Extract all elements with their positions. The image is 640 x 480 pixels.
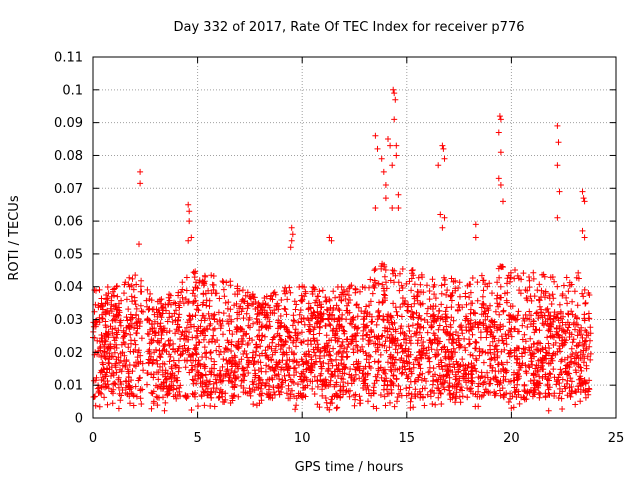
y-tick-label: 0.09 — [54, 116, 83, 131]
y-tick-label: 0.11 — [54, 51, 83, 66]
data-points — [90, 86, 594, 414]
y-tick-label: 0.08 — [54, 149, 83, 164]
y-tick-label: 0.04 — [54, 280, 83, 295]
y-tick-label: 0.06 — [54, 215, 83, 230]
y-axis-label: ROTI / TECUs — [7, 195, 22, 280]
y-tick-label: 0.05 — [54, 247, 83, 262]
x-tick-label: 0 — [89, 431, 97, 446]
chart-title: Day 332 of 2017, Rate Of TEC Index for r… — [174, 20, 525, 35]
y-tick-label: 0.03 — [54, 313, 83, 328]
x-axis-label: GPS time / hours — [295, 460, 404, 475]
y-tick-label: 0.02 — [54, 346, 83, 361]
y-tick-label: 0.1 — [62, 83, 83, 98]
grid-lines — [93, 57, 616, 418]
y-tick-label: 0.07 — [54, 182, 83, 197]
y-tick-labels: 0 0.01 0.02 0.03 0.04 0.05 0.06 0.07 0.08 0.09 0.1… — [54, 51, 83, 427]
x-tick-label: 25 — [608, 431, 625, 446]
y-tick-label: 0 — [75, 412, 83, 427]
x-tick-label: 5 — [193, 431, 201, 446]
y-tick-label: 0.01 — [54, 379, 83, 394]
x-tick-label: 10 — [294, 431, 311, 446]
x-tick-label: 20 — [503, 431, 520, 446]
roti-point-markers — [90, 86, 594, 414]
x-tick-labels: 0 5 10 15 20 25 — [89, 431, 624, 446]
plot-area-frame — [92, 56, 617, 419]
axis-ticks — [92, 56, 617, 419]
x-tick-label: 15 — [399, 431, 416, 446]
